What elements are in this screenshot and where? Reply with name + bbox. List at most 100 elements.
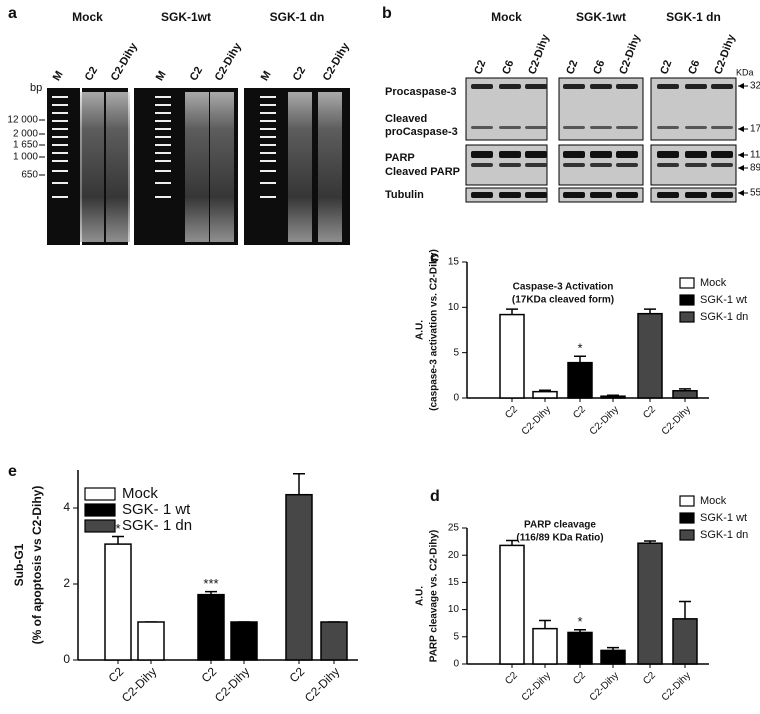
x-tick-label: C2 — [571, 670, 588, 687]
legend-label: SGK-1 wt — [700, 294, 747, 306]
marker-band — [155, 104, 171, 106]
error-bar — [112, 535, 124, 545]
bar — [499, 313, 525, 399]
marker-band — [260, 160, 276, 162]
bar — [600, 395, 626, 399]
blot-band — [471, 84, 493, 89]
marker-band — [260, 136, 276, 138]
marker-band — [155, 170, 171, 172]
x-tick-label: C2 — [571, 404, 588, 421]
lane-label: C2 — [564, 59, 580, 76]
bar — [532, 390, 558, 399]
legend-label: SGK-1 wt — [700, 512, 747, 524]
row-label: proCaspase-3 — [385, 126, 458, 138]
lane-label: C2-Dihy — [321, 40, 353, 83]
error-bar — [539, 619, 551, 629]
x-tick-label: C2-Dihy — [588, 404, 621, 437]
x-tick-label: C2 — [287, 664, 308, 685]
marker-band — [155, 144, 171, 146]
blot-band — [563, 126, 585, 129]
lane-label: C2 — [658, 59, 674, 76]
y-tick-label: 15 — [448, 257, 460, 268]
y-tick-label: 10 — [448, 302, 460, 313]
blot-band — [471, 163, 493, 167]
blot-band — [685, 192, 707, 198]
x-tick-label: C2-Dihy — [660, 404, 693, 437]
x-tick-label: C2 — [106, 664, 127, 685]
x-tick-label: C2 — [641, 670, 658, 687]
blot-band — [711, 151, 733, 158]
y-tick-label: 5 — [453, 347, 459, 358]
bar — [672, 618, 698, 665]
lane-smear — [288, 92, 312, 242]
marker-band — [52, 144, 68, 146]
significance-mark: * — [577, 614, 582, 629]
chart-subtitle: (17KDa cleaved form) — [512, 295, 614, 306]
bar — [137, 621, 165, 661]
marker-band — [260, 152, 276, 154]
blot-band — [616, 192, 638, 198]
blot-band — [563, 163, 585, 167]
blot-band — [657, 84, 679, 89]
legend-swatch — [679, 495, 695, 507]
blot-band — [499, 163, 521, 167]
marker-band — [52, 152, 68, 154]
blot-band — [590, 84, 612, 89]
y-tick-label: 10 — [448, 604, 460, 615]
legend-swatch — [679, 277, 695, 289]
bar — [230, 621, 258, 661]
bar — [637, 312, 663, 399]
size-label: 32 — [750, 81, 760, 92]
lane-smear — [106, 92, 130, 242]
marker-band — [52, 196, 68, 198]
y-tick-label: 0 — [453, 393, 459, 404]
bar — [672, 389, 698, 399]
bar — [499, 544, 525, 665]
blot-band — [590, 192, 612, 198]
lane-label: C6 — [500, 59, 516, 76]
lane-label: C6 — [686, 59, 702, 76]
marker-band — [155, 152, 171, 154]
y-axis-label: A.U. — [415, 320, 426, 340]
bar — [532, 627, 558, 665]
blot-band — [711, 192, 733, 198]
y-tick-label: 20 — [448, 550, 460, 561]
y-axis-label: Sub-G1 — [12, 543, 26, 586]
lane-label: M — [154, 69, 169, 83]
bar — [285, 493, 313, 661]
lane-smear — [185, 92, 209, 242]
blot-band — [563, 192, 585, 198]
lane-label: C2-Dihy — [213, 40, 245, 83]
blot-band — [657, 151, 679, 158]
marker-band — [52, 128, 68, 130]
panel-label: a — [8, 5, 17, 22]
legend-label: SGK-1 dn — [700, 311, 748, 323]
bar — [567, 361, 593, 399]
marker-band — [155, 128, 171, 130]
x-tick-label: C2-Dihy — [212, 664, 253, 705]
chart-title: Caspase-3 Activation — [513, 282, 614, 293]
lane-smear — [210, 92, 234, 242]
x-tick-label: C2-Dihy — [520, 404, 553, 437]
panel-label: e — [8, 463, 17, 480]
marker-band — [52, 96, 68, 98]
blot-band — [525, 192, 547, 198]
blot-band — [657, 163, 679, 167]
error-bar — [574, 355, 586, 363]
y-axis-label: (caspase-3 activation vs. C2-Dihy) — [429, 249, 440, 411]
blot-band — [525, 151, 547, 158]
size-label: 89 — [750, 163, 760, 174]
blot-band — [563, 84, 585, 89]
group-label: SGK-1wt — [161, 10, 211, 24]
marker-band — [260, 144, 276, 146]
marker-band — [260, 182, 276, 184]
row-label: Cleaved PARP — [385, 166, 460, 178]
legend-swatch — [679, 529, 695, 541]
marker-band — [52, 160, 68, 162]
marker-band — [155, 182, 171, 184]
marker-band — [260, 196, 276, 198]
y-tick-label: 15 — [448, 577, 460, 588]
size-label: 17 — [750, 124, 760, 135]
lane-label: C2 — [83, 65, 100, 83]
